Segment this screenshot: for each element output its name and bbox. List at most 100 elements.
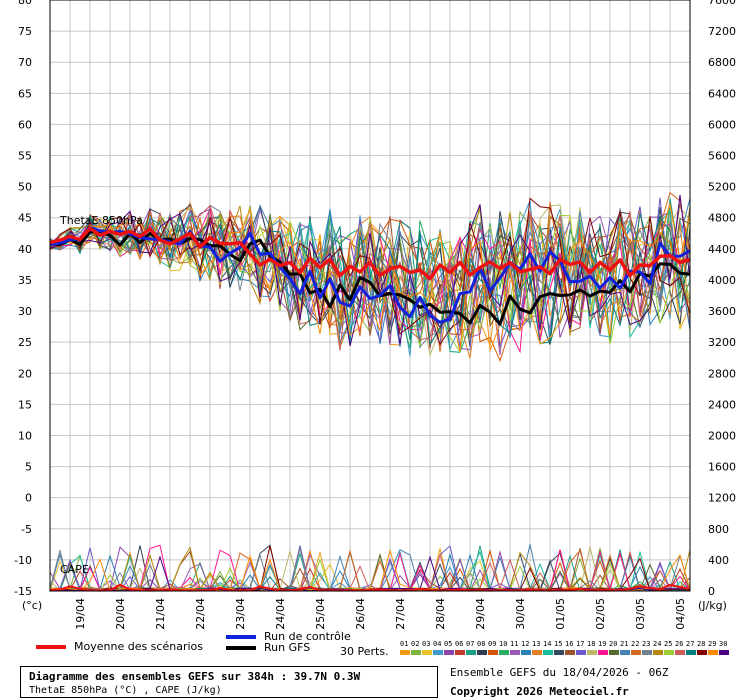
y2-tick-label: 5200 <box>708 181 736 194</box>
cape-mean-series-line <box>49 583 691 592</box>
thetae-panel-label: ThetaE 850hPa <box>59 214 143 227</box>
chart-title: Diagramme des ensembles GEFS sur 384h : … <box>29 670 361 683</box>
pert-number-21: 21 <box>620 640 628 648</box>
mean-series-line <box>49 226 691 281</box>
pert-swatch-05 <box>444 650 454 655</box>
y2-tick-label: 4400 <box>708 243 736 256</box>
pert-swatch-17 <box>576 650 586 655</box>
y2-tick-label: 1600 <box>708 461 736 474</box>
pert-swatch-09 <box>488 650 498 655</box>
pert-number-12: 12 <box>521 640 529 648</box>
pert-number-08: 08 <box>477 640 485 648</box>
pert-number-11: 11 <box>510 640 518 648</box>
y-tick-label: 15 <box>18 398 32 411</box>
pert-swatch-27 <box>686 650 696 655</box>
pert-swatch-18 <box>587 650 597 655</box>
pert-swatch-10 <box>499 650 509 655</box>
y-tick-label: 65 <box>18 87 32 100</box>
plot-frame <box>49 0 691 592</box>
y-tick-label: -10 <box>14 554 32 567</box>
pert-swatch-07 <box>466 650 476 655</box>
y2-tick-label: 0 <box>708 585 715 598</box>
y-tick-label: 50 <box>18 181 32 194</box>
mean-legend-swatch <box>36 645 66 649</box>
pert-number-13: 13 <box>532 640 540 648</box>
x-tick-label: 22/04 <box>194 598 207 630</box>
pert-swatch-01 <box>400 650 410 655</box>
copyright-label: Copyright 2026 Meteociel.fr <box>450 685 629 698</box>
x-tick-label: 23/04 <box>234 598 247 630</box>
cape-panel-label: CAPE <box>60 563 89 576</box>
y2-tick-label: 4800 <box>708 212 736 225</box>
perturbations-legend-label: 30 Perts. <box>340 645 389 658</box>
y2-tick-label: 2400 <box>708 398 736 411</box>
y-tick-label: 70 <box>18 56 32 69</box>
perturbation-line-29 <box>49 203 691 352</box>
pert-swatch-19 <box>598 650 608 655</box>
y2-tick-label: 6000 <box>708 118 736 131</box>
x-tick-label: 28/04 <box>434 598 447 630</box>
gfs-legend-swatch <box>226 646 256 650</box>
x-tick-label: 25/04 <box>314 598 327 630</box>
x-tick-label: 21/04 <box>154 598 167 630</box>
pert-swatch-26 <box>675 650 685 655</box>
pert-number-30: 30 <box>719 640 727 648</box>
pert-swatch-04 <box>433 650 443 655</box>
x-tick-label: 24/04 <box>274 598 287 630</box>
y-tick-label: 60 <box>18 118 32 131</box>
gfs-legend-label: Run GFS <box>264 641 311 654</box>
pert-swatch-22 <box>631 650 641 655</box>
pert-number-06: 06 <box>455 640 463 648</box>
pert-number-26: 26 <box>675 640 683 648</box>
y-tick-label: 10 <box>18 429 32 442</box>
left-axis-unit: (°c) <box>22 599 42 612</box>
pert-swatch-28 <box>697 650 707 655</box>
x-tick-label: 03/05 <box>634 598 647 630</box>
pert-number-03: 03 <box>422 640 430 648</box>
control-series-line <box>49 226 691 324</box>
pert-swatch-21 <box>620 650 630 655</box>
x-tick-label: 30/04 <box>514 598 527 630</box>
pert-swatch-16 <box>565 650 575 655</box>
y2-tick-label: 800 <box>708 523 729 536</box>
right-axis-unit: (J/kg) <box>698 599 727 612</box>
y2-tick-label: 6400 <box>708 87 736 100</box>
y2-tick-label: 2000 <box>708 429 736 442</box>
control-legend-swatch <box>226 635 256 639</box>
x-tick-label: 20/04 <box>114 598 127 630</box>
pert-number-20: 20 <box>609 640 617 648</box>
perturbation-legend: 01 02 03 04 05 06 07 08 09 10 11 12 13 14 15 16 17 18 19 20… <box>400 640 729 655</box>
pert-number-18: 18 <box>587 640 595 648</box>
perturbation-line-25 <box>49 213 691 354</box>
main-series <box>49 226 691 592</box>
y-tick-label: 80 <box>18 0 32 7</box>
chart-subtitle: ThetaE 850hPa (°C) , CAPE (J/kg) <box>29 685 222 696</box>
pert-number-04: 04 <box>433 640 441 648</box>
pert-swatch-20 <box>609 650 619 655</box>
chart-axes: 80757065605550454035302520151050-5-10-15… <box>14 0 736 630</box>
pert-number-28: 28 <box>697 640 705 648</box>
y2-tick-label: 2800 <box>708 367 736 380</box>
pert-number-09: 09 <box>488 640 496 648</box>
pert-number-24: 24 <box>653 640 661 648</box>
control-legend-label: Run de contrôle <box>264 630 351 643</box>
y2-tick-label: 3200 <box>708 336 736 349</box>
y-tick-label: -15 <box>14 585 32 598</box>
x-tick-label: 26/04 <box>354 598 367 630</box>
ensemble-run-label: Ensemble GEFS du 18/04/2026 - 06Z <box>450 666 669 679</box>
pert-number-07: 07 <box>466 640 474 648</box>
pert-swatch-03 <box>422 650 432 655</box>
pert-swatch-14 <box>543 650 553 655</box>
x-tick-label: 02/05 <box>594 598 607 630</box>
pert-swatch-25 <box>664 650 674 655</box>
pert-number-23: 23 <box>642 640 650 648</box>
y-tick-label: 40 <box>18 243 32 256</box>
pert-swatch-15 <box>554 650 564 655</box>
y-tick-label: 5 <box>25 461 32 474</box>
pert-number-10: 10 <box>499 640 507 648</box>
y-tick-label: 25 <box>18 336 32 349</box>
pert-number-14: 14 <box>543 640 551 648</box>
y2-tick-label: 7600 <box>708 0 736 7</box>
pert-number-02: 02 <box>411 640 419 648</box>
